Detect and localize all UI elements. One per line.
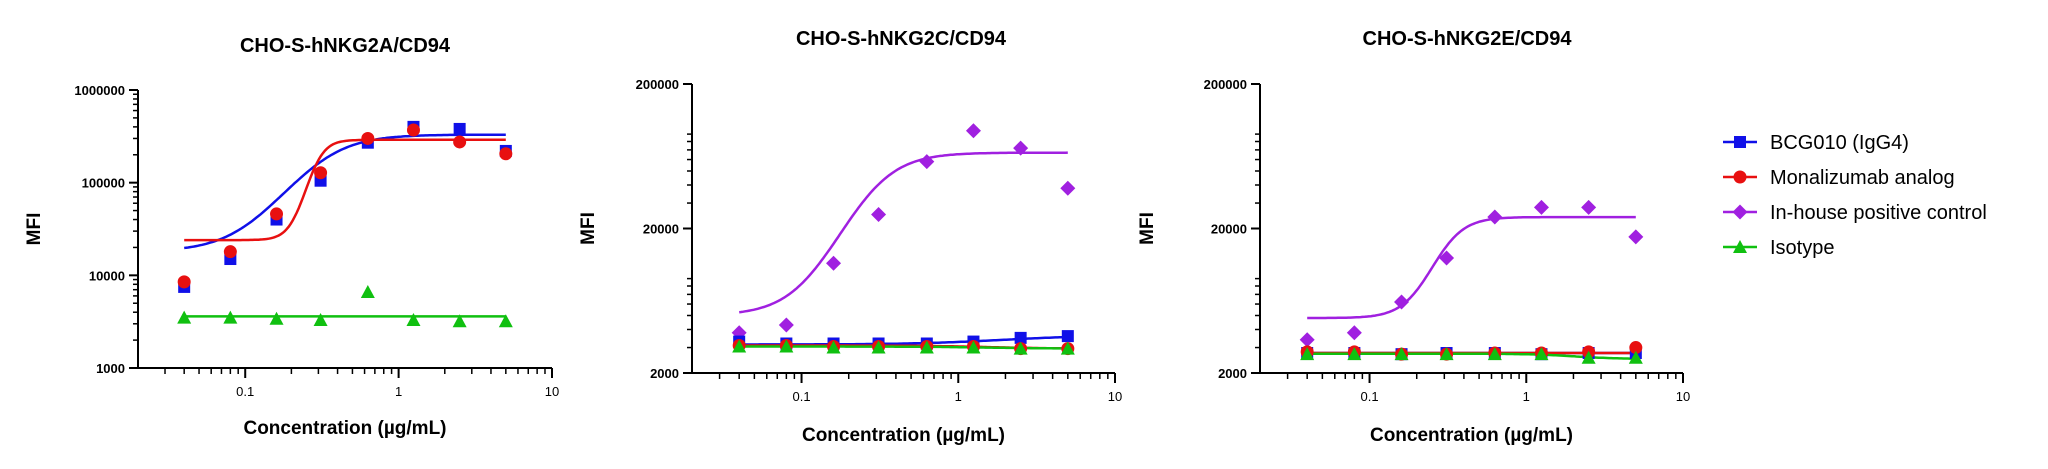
data-point [1300,347,1315,361]
data-point [499,147,513,161]
legend: BCG010 (IgG4) Monalizumab analog In-house … [1723,132,1987,259]
data-point [1581,350,1596,364]
data-point [177,310,192,324]
fit-curve-in-house-positive-control [1307,215,1636,320]
legend-label: Monalizumab analog [1770,167,1955,189]
y-axis-label: MFI [24,213,45,246]
legend-label: BCG010 (IgG4) [1770,132,1909,154]
x-axis-label: Concentration (µg/mL) [243,418,446,439]
fit-curve-monalizumab-analog [184,138,506,242]
data-point [1394,294,1410,310]
x-tick-label: 0.1 [793,389,811,404]
data-point [406,312,421,326]
data-point [1346,325,1362,341]
data-point [498,314,513,328]
y-tick-label: 2000 [1218,366,1247,381]
legend-label: Isotype [1770,237,1834,259]
data-point [1014,331,1027,344]
data-point [1013,140,1029,156]
fit-curve-isotype [739,345,1068,350]
y-tick-label: 10000 [89,268,125,283]
data-point [1061,330,1074,343]
y-tick-label: 1000000 [74,83,125,98]
x-tick-label: 0.1 [1361,389,1379,404]
y-axis-label: MFI [1137,212,1158,245]
x-tick-label: 1 [1523,389,1530,404]
x-axis-label: Concentration (µg/mL) [1370,425,1573,446]
chart-title: CHO-S-hNKG2E/CD94 [1363,28,1573,50]
data-point [360,285,375,299]
data-point [269,311,284,325]
data-point [965,123,981,139]
data-point [1629,341,1643,355]
data-point [778,317,794,333]
data-point [270,207,284,221]
data-point [177,275,191,289]
data-point [871,340,886,354]
chart-title: CHO-S-hNKG2A/CD94 [240,35,451,57]
legend-marker [1733,240,1747,253]
data-point [919,340,934,354]
fit-curve-in-house-positive-control [739,151,1068,314]
data-point [1439,250,1455,266]
legend-marker [1732,204,1748,220]
data-point [223,245,237,259]
y-tick-label: 100000 [82,176,125,191]
legend-label: In-house positive control [1770,202,1987,224]
data-point [826,340,841,354]
data-point [1394,347,1409,361]
data-point [1581,199,1597,215]
fit-curve-isotype [1307,352,1636,360]
data-point [1487,209,1503,225]
data-point [1347,347,1362,361]
data-point [453,135,467,149]
data-point [919,154,935,170]
fit-curve-bcg010-igg4- [184,133,506,250]
data-point [1628,229,1644,245]
data-point [406,123,420,137]
x-tick-label: 10 [1108,389,1122,404]
x-tick-label: 1 [395,384,402,399]
data-point [313,312,328,326]
data-point [1439,347,1454,361]
y-tick-label: 1000 [96,361,125,376]
data-point [966,340,981,354]
chart-panel-1: CHO-S-hNKG2A/CD94 1000 10000 100000 1000000 0… [24,35,559,439]
data-point [1534,347,1549,361]
data-point [1060,341,1075,355]
data-point [1628,350,1643,364]
data-point [314,166,328,180]
data-point [223,310,238,324]
data-point [1060,180,1076,196]
y-tick-label: 20000 [643,222,679,237]
x-axis-label: Concentration (µg/mL) [802,425,1005,446]
x-tick-label: 0.1 [236,384,254,399]
x-tick-label: 1 [955,389,962,404]
data-point [732,339,747,353]
chart-panel-2: CHO-S-hNKG2C/CD94 2000 20000 200000 0.1 1 10 Co… [578,28,1122,446]
data-point [361,131,375,145]
data-point [1299,332,1315,348]
chart-title: CHO-S-hNKG2C/CD94 [796,28,1007,50]
data-point [1487,347,1502,361]
chart-panel-3: CHO-S-hNKG2E/CD94 2000 20000 200000 0.1 1 10 Co… [1137,28,1690,446]
legend-marker [1734,136,1746,148]
legend-marker [1733,170,1747,184]
y-tick-label: 200000 [636,77,679,92]
data-point [453,122,466,135]
data-point [871,206,887,222]
y-tick-label: 200000 [1204,77,1247,92]
data-point [1013,341,1028,355]
data-point [826,255,842,271]
x-tick-label: 10 [1676,389,1690,404]
x-tick-label: 10 [545,384,559,399]
data-point [779,339,794,353]
y-tick-label: 20000 [1211,222,1247,237]
y-tick-label: 2000 [650,366,679,381]
data-point [1533,199,1549,215]
y-axis-label: MFI [578,212,599,245]
data-point [452,314,467,328]
